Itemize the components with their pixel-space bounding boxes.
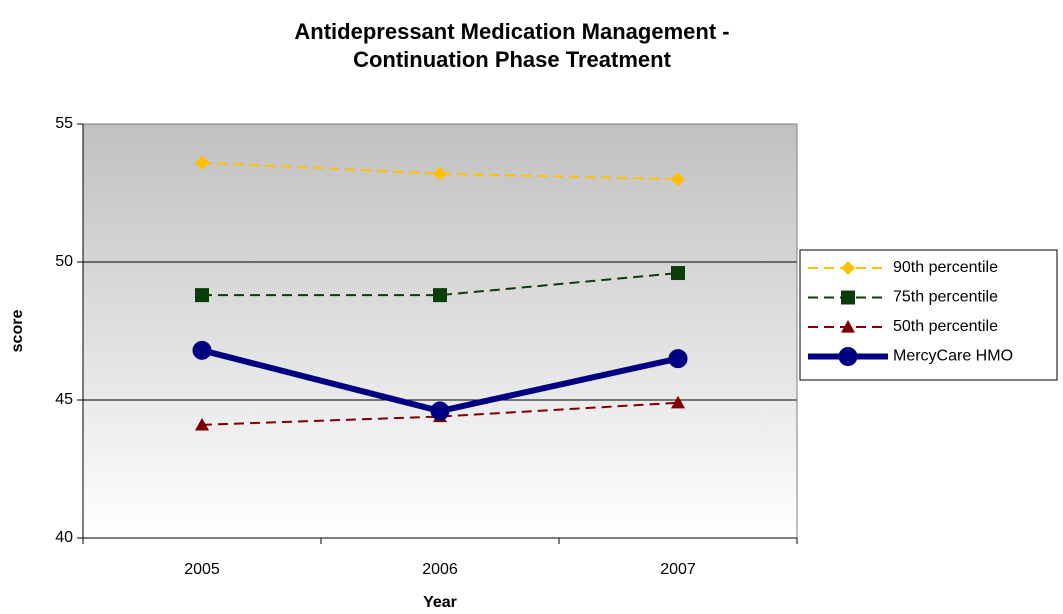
y-tick-label: 55 <box>55 115 73 132</box>
chart-title: Continuation Phase Treatment <box>353 47 671 72</box>
marker <box>433 288 447 303</box>
legend-marker <box>841 320 855 333</box>
y-tick-label: 50 <box>55 253 73 270</box>
marker <box>671 172 685 187</box>
marker <box>195 417 209 431</box>
plot-area <box>83 124 797 538</box>
legend-label: 50th percentile <box>893 318 998 335</box>
legend-marker <box>838 347 858 366</box>
x-axis-title: Year <box>423 594 457 611</box>
marker <box>430 401 450 421</box>
marker <box>195 288 209 303</box>
x-tick-label: 2007 <box>660 561 696 578</box>
legend-marker <box>841 290 855 305</box>
marker <box>433 166 447 181</box>
legend-marker <box>841 261 855 275</box>
legend-label: MercyCare HMO <box>893 348 1013 365</box>
chart-title: Antidepressant Medication Management - <box>294 19 729 44</box>
marker <box>195 155 209 170</box>
marker <box>192 340 212 360</box>
marker <box>671 395 685 409</box>
legend-label: 90th percentile <box>893 259 998 276</box>
y-tick-label: 40 <box>55 529 73 546</box>
marker <box>671 266 685 281</box>
marker <box>668 349 688 369</box>
x-tick-label: 2005 <box>184 561 220 578</box>
x-tick-label: 2006 <box>422 561 458 578</box>
y-axis-title: score <box>9 310 26 353</box>
y-tick-label: 45 <box>55 391 73 408</box>
legend-label: 75th percentile <box>893 289 998 306</box>
